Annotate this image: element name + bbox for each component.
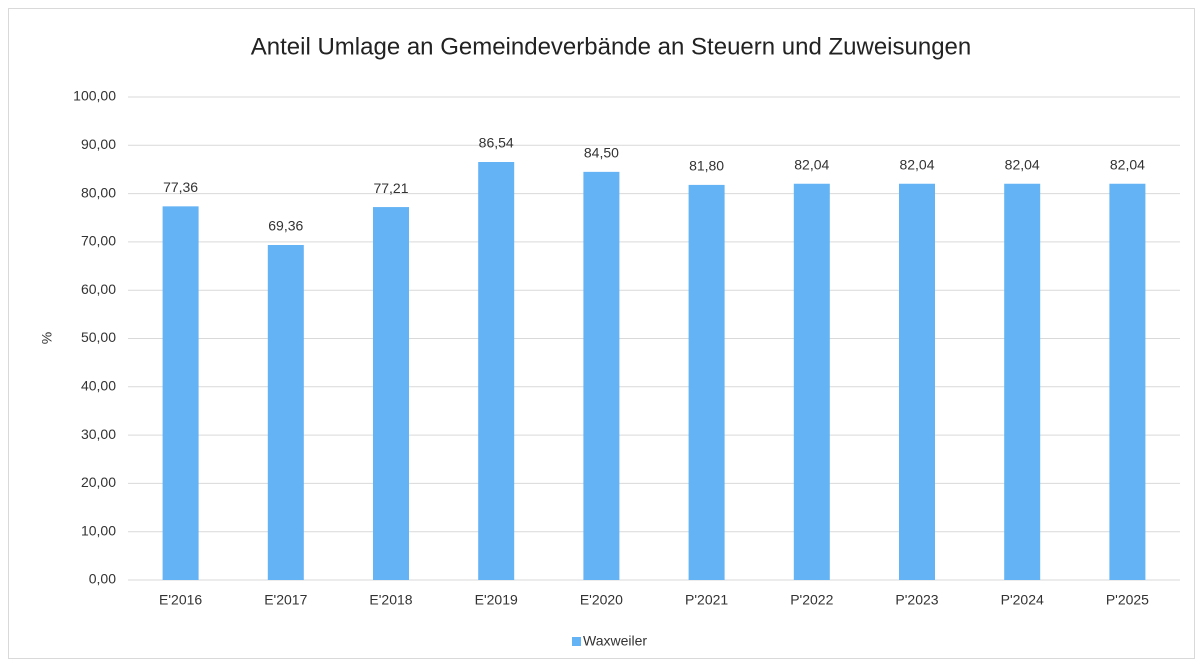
data-label: 86,54	[479, 135, 514, 151]
legend-swatch	[572, 637, 581, 646]
data-label: 82,04	[794, 156, 829, 172]
legend-label: Waxweiler	[583, 633, 647, 649]
x-tick-label: E'2019	[475, 592, 518, 608]
x-tick-label: P'2023	[895, 592, 938, 608]
bar	[1004, 183, 1041, 580]
chart-title: Anteil Umlage an Gemeindeverbände an Ste…	[251, 33, 971, 60]
y-tick-label: 20,00	[81, 474, 116, 490]
x-tick-label: P'2021	[685, 592, 728, 608]
data-label: 77,36	[163, 179, 198, 195]
bar	[267, 244, 304, 580]
y-tick-label: 80,00	[81, 184, 116, 200]
x-tick-label: P'2024	[1001, 592, 1044, 608]
bar	[162, 206, 199, 580]
y-tick-label: 60,00	[81, 281, 116, 297]
y-tick-label: 100,00	[73, 88, 116, 104]
data-label: 82,04	[1110, 156, 1145, 172]
bar	[1109, 183, 1146, 580]
y-tick-label: 40,00	[81, 378, 116, 394]
data-label: 82,04	[899, 156, 934, 172]
bar	[478, 162, 515, 581]
y-tick-label: 50,00	[81, 329, 116, 345]
y-tick-label: 0,00	[89, 571, 116, 587]
x-tick-label: P'2025	[1106, 592, 1149, 608]
data-label: 77,21	[373, 180, 408, 196]
data-label: 84,50	[584, 145, 619, 161]
y-tick-label: 30,00	[81, 426, 116, 442]
y-tick-label: 10,00	[81, 522, 116, 538]
x-tick-label: P'2022	[790, 592, 833, 608]
bar	[793, 183, 830, 580]
data-label: 69,36	[268, 218, 303, 234]
x-tick-label: E'2017	[264, 592, 307, 608]
x-tick-label: E'2020	[580, 592, 623, 608]
bar	[583, 171, 620, 581]
data-label: 82,04	[1005, 156, 1040, 172]
y-tick-label: 90,00	[81, 136, 116, 152]
x-tick-label: E'2016	[159, 592, 202, 608]
data-label: 81,80	[689, 158, 724, 174]
y-tick-label: 70,00	[81, 233, 116, 249]
y-axis-label: %	[39, 332, 55, 344]
x-tick-label: E'2018	[369, 592, 412, 608]
bar	[899, 183, 935, 580]
bar	[373, 207, 409, 581]
bar	[688, 184, 725, 580]
